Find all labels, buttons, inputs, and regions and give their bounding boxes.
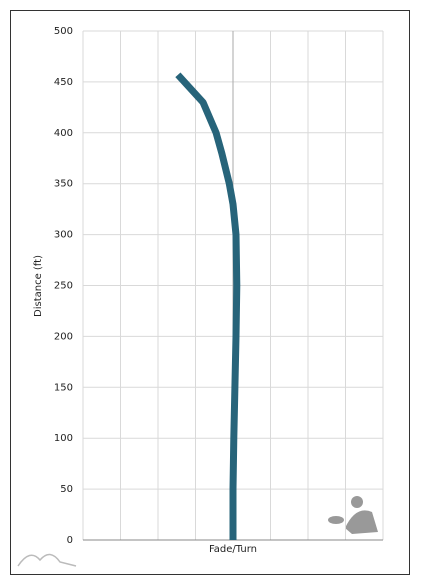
y-tick-label: 450 (54, 77, 73, 88)
x-axis-title: Fade/Turn (209, 544, 257, 555)
y-tick-label: 500 (54, 26, 73, 37)
y-tick-label: 350 (54, 179, 73, 190)
y-tick-label: 0 (67, 535, 73, 546)
y-tick-label: 200 (54, 331, 73, 342)
y-tick-label: 300 (54, 230, 73, 241)
y-tick-label: 100 (54, 433, 73, 444)
logo (328, 496, 378, 534)
y-tick-label: 400 (54, 128, 73, 139)
y-tick-label: 50 (60, 484, 73, 495)
frame (10, 10, 410, 575)
watermark (17, 553, 77, 567)
y-tick-label: 250 (54, 281, 73, 292)
flight-path (175, 72, 241, 540)
y-tick-label: 150 (54, 382, 73, 393)
y-axis-title: Distance (ft) (33, 255, 44, 317)
